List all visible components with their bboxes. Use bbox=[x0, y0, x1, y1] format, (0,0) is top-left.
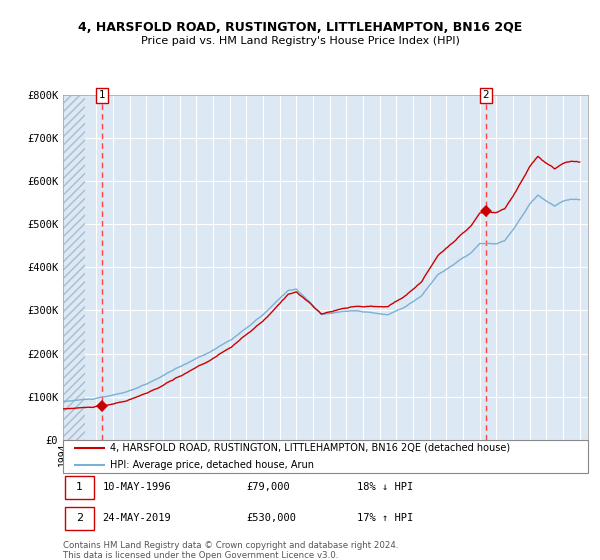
Text: Contains HM Land Registry data © Crown copyright and database right 2024.
This d: Contains HM Land Registry data © Crown c… bbox=[63, 541, 398, 560]
Text: 24-MAY-2019: 24-MAY-2019 bbox=[103, 514, 171, 523]
Bar bbox=[63, 95, 85, 440]
Text: 18% ↓ HPI: 18% ↓ HPI bbox=[357, 482, 413, 492]
Text: 2: 2 bbox=[76, 514, 83, 523]
Text: 4, HARSFOLD ROAD, RUSTINGTON, LITTLEHAMPTON, BN16 2QE (detached house): 4, HARSFOLD ROAD, RUSTINGTON, LITTLEHAMP… bbox=[110, 443, 511, 453]
Text: Price paid vs. HM Land Registry's House Price Index (HPI): Price paid vs. HM Land Registry's House … bbox=[140, 36, 460, 46]
Text: £79,000: £79,000 bbox=[247, 482, 290, 492]
Text: 10-MAY-1996: 10-MAY-1996 bbox=[103, 482, 171, 492]
Bar bbox=[65, 476, 94, 499]
Text: £530,000: £530,000 bbox=[247, 514, 297, 523]
Text: 4, HARSFOLD ROAD, RUSTINGTON, LITTLEHAMPTON, BN16 2QE: 4, HARSFOLD ROAD, RUSTINGTON, LITTLEHAMP… bbox=[78, 21, 522, 34]
Text: 1: 1 bbox=[76, 482, 83, 492]
Text: 2: 2 bbox=[482, 90, 490, 100]
Text: 17% ↑ HPI: 17% ↑ HPI bbox=[357, 514, 413, 523]
Text: HPI: Average price, detached house, Arun: HPI: Average price, detached house, Arun bbox=[110, 460, 314, 470]
Bar bbox=[65, 507, 94, 530]
Text: 1: 1 bbox=[99, 90, 106, 100]
